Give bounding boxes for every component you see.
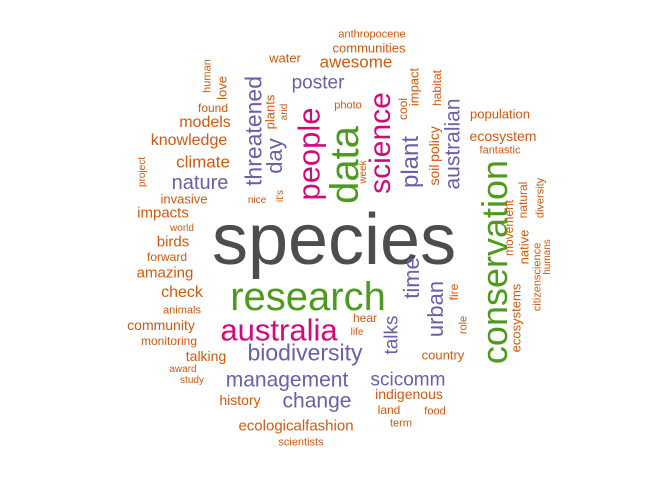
word-people: people: [291, 107, 327, 201]
word-impacts: impacts: [137, 204, 189, 222]
word-climate: climate: [176, 152, 230, 172]
word-world: world: [170, 223, 194, 234]
word-species: species: [211, 200, 457, 280]
word-science: science: [364, 92, 397, 194]
word-cool: cool: [396, 97, 410, 121]
word-life: life: [350, 327, 364, 338]
word-animals: animals: [163, 304, 201, 317]
word-monitoring: monitoring: [140, 334, 198, 348]
word-country: country: [421, 347, 465, 363]
word-hear: hear: [352, 311, 378, 325]
word-australia: australia: [220, 312, 338, 348]
word-nature: nature: [171, 172, 229, 194]
word-habitat: habitat: [430, 69, 444, 107]
word-indigenous: indigenous: [375, 386, 443, 402]
word-photo: photo: [334, 99, 362, 112]
word-water: water: [269, 50, 301, 66]
word-invasive: invasive: [160, 191, 208, 207]
word-fire: fire: [447, 283, 461, 301]
word-poster: poster: [291, 72, 345, 94]
word-urban: urban: [423, 280, 448, 338]
word-scicomm: scicomm: [370, 369, 446, 391]
word-check: check: [161, 284, 203, 301]
word-ecologicalfashion: ecologicalfashion: [238, 417, 354, 435]
word-day: day: [262, 138, 287, 174]
word-term: term: [390, 417, 412, 430]
word-plants: plants: [262, 94, 278, 130]
word-native: native: [516, 229, 532, 265]
word-australian: australian: [441, 98, 465, 190]
word-awesome: awesome: [319, 52, 393, 72]
word-knowledge: knowledge: [150, 132, 228, 149]
word-plant: plant: [397, 135, 424, 189]
word-week: week: [358, 160, 369, 184]
word-community: community: [127, 317, 195, 333]
word-scientists: scientists: [278, 436, 324, 449]
word-change: change: [282, 389, 352, 413]
word-love: love: [214, 76, 230, 100]
word-food: food: [424, 405, 446, 418]
word-project: project: [137, 156, 148, 188]
word-amazing: amazing: [136, 264, 194, 282]
word-talking: talking: [185, 348, 227, 364]
word-birds: birds: [156, 233, 190, 251]
word-policy: policy: [426, 126, 442, 162]
word-human: human: [201, 59, 214, 93]
word-award: award: [169, 364, 197, 375]
word-found: found: [197, 101, 229, 115]
word-diversity: diversity: [534, 177, 547, 219]
word-humans: humans: [542, 239, 553, 275]
word-management: management: [225, 368, 349, 392]
word-ecosystem: ecosystem: [469, 128, 537, 144]
word-natural: natural: [516, 181, 530, 219]
word-nice: nice: [247, 195, 267, 206]
word-land: land: [377, 403, 401, 417]
word-forward: forward: [146, 250, 188, 264]
word-fantastic: fantastic: [479, 144, 521, 157]
word-its: it's: [275, 190, 286, 202]
word-history: history: [219, 392, 261, 408]
word-population: population: [470, 106, 530, 122]
word-biodiversity: biodiversity: [247, 339, 363, 366]
word-time: time: [399, 257, 424, 299]
word-anthropocene: anthropocene: [338, 28, 406, 41]
word-communities: communities: [332, 40, 406, 56]
word-talks: talks: [381, 315, 403, 355]
word-movement: movement: [502, 199, 516, 257]
word-arid: arid: [279, 103, 290, 121]
word-role: role: [457, 315, 470, 335]
word-study: study: [180, 375, 204, 386]
word-ecosystems: ecosystems: [508, 283, 524, 353]
word-models: models: [179, 114, 231, 131]
word-research: research: [230, 275, 386, 319]
word-soil: soil: [426, 164, 442, 186]
